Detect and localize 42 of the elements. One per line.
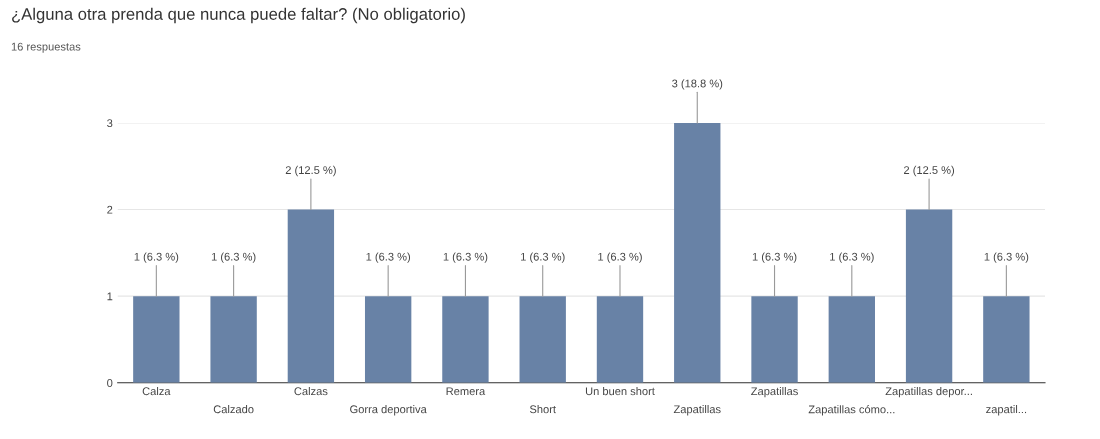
- data-label: 1 (6.3 %): [443, 252, 488, 263]
- y-tick-label: 0: [107, 379, 113, 387]
- bar: [828, 296, 875, 383]
- data-label: 1 (6.3 %): [211, 252, 256, 263]
- bar: [210, 296, 257, 383]
- bar: [983, 296, 1030, 383]
- bar: [596, 296, 644, 383]
- x-tick-label: Un buen short: [585, 386, 655, 396]
- bar: [442, 296, 489, 383]
- x-tick-label: Remera: [446, 387, 486, 396]
- data-label: 1 (6.3 %): [830, 252, 874, 263]
- bar: [905, 209, 953, 383]
- bar: [751, 296, 798, 383]
- x-tick-label: Gorra deportiva: [350, 405, 427, 416]
- x-tick-label: Calzado: [213, 405, 254, 414]
- data-label: 1 (6.3 %): [752, 252, 797, 263]
- x-tick-label: Zapatillas depor...: [885, 386, 972, 398]
- bar: [519, 296, 566, 383]
- data-label: 1 (6.3 %): [521, 252, 565, 263]
- y-tick-label: 3: [107, 119, 113, 128]
- bar: [133, 296, 180, 383]
- chart-subtitle: 16 respuestas: [11, 42, 81, 53]
- chart-title: ¿Alguna otra prenda que nunca puede faltar? (No obligatorio): [12, 7, 465, 24]
- data-label: 2 (12.5 %): [285, 165, 336, 177]
- data-label: 1 (6.3 %): [134, 252, 179, 263]
- x-tick-label: Zapatillas cómo...: [808, 405, 895, 416]
- x-tick-label: Zapatillas: [751, 386, 798, 398]
- y-tick-label: 2: [107, 205, 113, 214]
- x-tick-label: Calza: [142, 386, 171, 396]
- y-tick-label: 1: [107, 292, 113, 301]
- bar: [287, 209, 335, 383]
- x-tick-label: zapatil...: [986, 405, 1027, 416]
- x-tick-label: Zapatillas: [673, 405, 721, 416]
- data-label: 1 (6.3 %): [366, 252, 411, 263]
- data-label: 2 (12.5 %): [904, 165, 955, 177]
- bar: [364, 296, 412, 383]
- data-label: 1 (6.3 %): [598, 252, 642, 263]
- data-label: 3 (18.8 %): [672, 79, 723, 90]
- x-tick-label: Calzas: [294, 386, 328, 396]
- x-tick-label: Short: [529, 405, 556, 414]
- data-label: 1 (6.3 %): [984, 252, 1029, 263]
- bar: [674, 122, 721, 383]
